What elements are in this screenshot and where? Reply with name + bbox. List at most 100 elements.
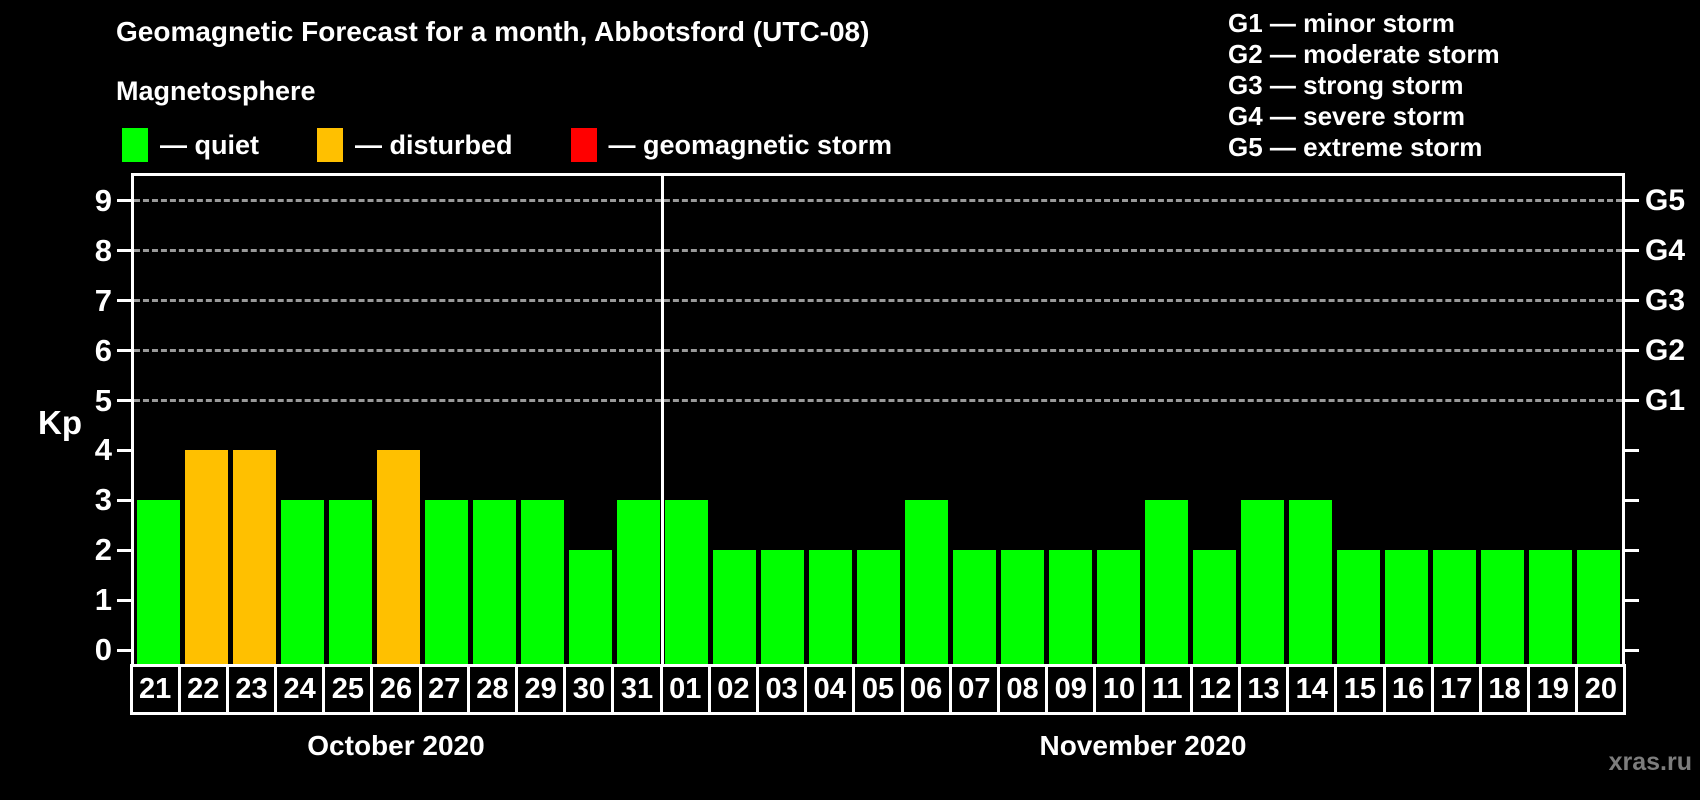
bar-day-26 [376,450,420,664]
bar-day-19 [1528,550,1572,664]
bar-day-09 [1048,550,1092,664]
date-cell-23: 23 [225,664,278,715]
left-axis-tick-8 [117,249,131,253]
bar-day-14 [1288,500,1332,664]
date-cell-08: 08 [996,664,1049,715]
chart-title: Geomagnetic Forecast for a month, Abbots… [116,16,870,47]
left-axis-tick-4 [117,448,131,452]
disturbed-swatch-icon [317,128,343,162]
legend-item-label: — geomagnetic storm [608,129,893,160]
date-cell-12: 12 [1189,664,1241,715]
bar-day-28 [472,500,516,664]
date-cell-20: 20 [1575,664,1627,715]
kp-tick-label-6: 6 [94,332,112,368]
left-axis-tick-0 [117,648,131,652]
bar-day-01 [664,500,708,664]
kp-tick-label-0: 0 [94,632,112,667]
date-cell-31: 31 [611,664,663,715]
g-legend-line: G2 — moderate storm [1228,39,1500,69]
right-axis-tick-4 [1625,448,1639,452]
bar-day-12 [1192,550,1236,664]
gridline-kp-9 [134,199,1622,203]
date-cell-03: 03 [756,664,808,715]
kp-tick-label-5: 5 [94,382,112,418]
date-cell-22: 22 [177,664,229,715]
date-cell-19: 19 [1527,664,1579,715]
g-level-label-G1: G1 [1645,383,1686,417]
bar-day-24 [280,500,324,664]
magnetosphere-label: Magnetosphere [116,76,316,106]
storm-swatch-icon [570,128,597,162]
left-axis-tick-2 [117,548,131,552]
left-axis-tick-5 [117,399,131,402]
gridline-kp-7 [134,299,1622,303]
g-scale-legend: G1 — minor storm G2 — moderate storm G3 … [1228,8,1500,163]
legend-item-storm: — geomagnetic storm [570,128,893,162]
quiet-swatch-icon [122,128,148,162]
bar-day-21 [136,500,180,664]
x-axis-date-row: 21 22 23 24 25 26 27 28 29 30 31 01 02 03 04 05 06 07 08 09… [129,664,1627,715]
g-legend-line: G4 — severe storm [1228,101,1466,131]
right-axis-tick-1 [1625,598,1639,602]
right-axis-tick-9 [1625,199,1639,203]
date-cell-01: 01 [659,664,711,715]
g-level-label-G5: G5 [1645,183,1686,217]
g-legend-line: G3 — strong storm [1228,70,1464,100]
date-cell-13: 13 [1237,664,1290,715]
date-cell-02: 02 [707,664,759,715]
kp-tick-label-9: 9 [94,182,112,218]
bar-day-08 [1000,550,1044,664]
month-label-october: October 2020 [307,730,485,761]
right-axis-tick-8 [1625,249,1639,253]
date-cell-25: 25 [322,664,374,715]
bar-day-13 [1240,500,1284,664]
right-axis-tick-0 [1625,648,1639,652]
date-cell-18: 18 [1478,664,1531,715]
month-separator [660,176,664,664]
legend-item-label: — quiet [160,129,259,160]
date-cell-26: 26 [370,664,422,715]
date-cell-11: 11 [1141,664,1193,715]
bar-day-31 [616,500,660,664]
bar-day-22 [184,450,228,664]
bar-day-04 [808,550,852,664]
kp-tick-label-1: 1 [94,582,112,618]
kp-tick-label-7: 7 [94,282,112,318]
right-axis-tick-3 [1625,498,1639,502]
bar-day-23 [232,450,276,664]
date-cell-16: 16 [1382,664,1434,715]
right-axis-tick-6 [1625,349,1639,353]
kp-tick-label-2: 2 [94,532,112,568]
date-cell-05: 05 [852,664,904,715]
bar-day-27 [424,500,468,664]
bar-day-17 [1432,550,1476,664]
right-axis-tick-7 [1625,299,1639,303]
bar-day-20 [1576,550,1620,664]
date-cell-09: 09 [1045,664,1097,715]
bar-day-16 [1384,550,1428,664]
date-cell-10: 10 [1093,664,1145,715]
kp-tick-label-4: 4 [94,432,112,468]
gridline-kp-8 [134,249,1622,253]
g-legend-line: G1 — minor storm [1228,8,1455,38]
date-cell-28: 28 [466,664,519,715]
date-cell-27: 27 [418,664,470,715]
y-axis-title: Kp [38,404,82,441]
magnetosphere-legend: — quiet — disturbed — geomagnetic storm [122,128,892,162]
left-axis-tick-7 [117,299,131,303]
bar-day-30 [568,550,612,664]
date-cell-15: 15 [1334,664,1386,715]
bar-day-02 [712,550,756,664]
kp-tick-label-8: 8 [94,232,112,268]
plot-area [117,173,1639,667]
watermark-xras: xras.ru [1608,748,1692,776]
bar-day-10 [1096,550,1140,664]
date-cell-06: 06 [900,664,952,715]
bar-day-05 [856,550,900,664]
legend-item-label: — disturbed [355,129,513,160]
date-cell-30: 30 [563,664,615,715]
date-cell-07: 07 [948,664,1000,715]
right-axis-tick-2 [1625,548,1639,552]
date-cell-17: 17 [1430,664,1482,715]
date-cell-29: 29 [515,664,567,715]
